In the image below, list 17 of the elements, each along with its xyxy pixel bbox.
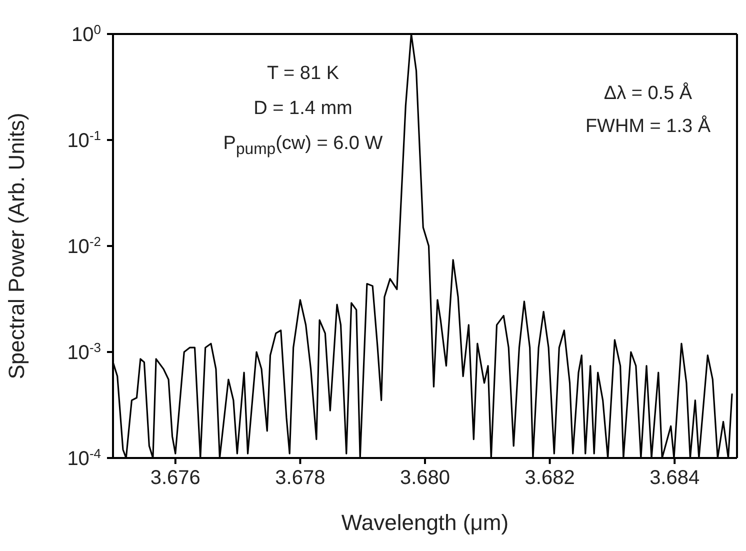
x-tick-label: 3.676 xyxy=(150,467,200,490)
y-tick-label: 10$^{-4}$ xyxy=(67,446,101,470)
annotation: FWHM = 1.3 Å xyxy=(584,116,712,138)
y-axis-title: Spectral Power (Arb. Units) xyxy=(4,112,29,380)
y-tick-label: 10$^{-2}$ xyxy=(67,234,101,258)
y-tick-label: 10$^{-1}$ xyxy=(67,128,101,152)
x-tick-label: 3.678 xyxy=(275,467,326,490)
annotation: D = 1.4 mm xyxy=(252,98,354,120)
annotation: Δλ = 0.5 Å xyxy=(602,83,694,105)
annotation: T = 81 K xyxy=(266,63,340,85)
y-tick-label: 10$^{-3}$ xyxy=(67,340,101,364)
x-axis-title: Wavelength (μm) xyxy=(341,510,509,535)
y-tick-label: 10$^{0}$ xyxy=(72,22,101,46)
x-tick-label: 3.684 xyxy=(650,467,700,490)
x-tick-label: 3.680 xyxy=(400,467,450,490)
annotation: P$_{pump}$(cw) = 6.0 W xyxy=(222,133,384,159)
x-tick-label: 3.682 xyxy=(524,467,575,490)
